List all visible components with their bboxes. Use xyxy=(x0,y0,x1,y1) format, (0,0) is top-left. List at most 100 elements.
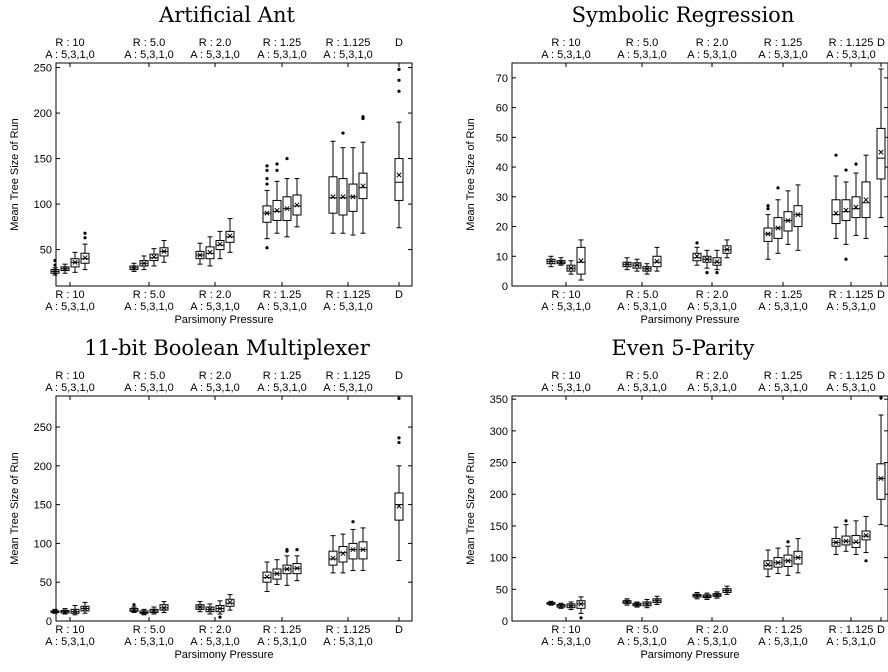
mean-marker xyxy=(294,565,300,571)
chart-title: 11-bit Boolean Multiplexer xyxy=(84,336,370,360)
group-label-r: R : 10 xyxy=(55,370,84,382)
group-label-a: A : 5,3,1,0 xyxy=(190,49,240,61)
outlier-point xyxy=(361,115,365,119)
mean-marker xyxy=(197,604,203,610)
box-plot xyxy=(652,246,662,272)
box xyxy=(793,205,803,228)
outlier-point xyxy=(83,231,87,235)
box-plot xyxy=(851,162,861,236)
mean-marker xyxy=(284,566,290,572)
box-plot xyxy=(149,606,159,615)
group-label-r: R : 5.0 xyxy=(626,370,658,382)
group-label-r: R : 1.25 xyxy=(764,37,803,49)
group-label-a: A : 5,3,1,0 xyxy=(124,301,174,313)
y-tick-label: 250 xyxy=(34,422,52,434)
box xyxy=(831,199,841,225)
group-label-a: A : 5,3,1,0 xyxy=(687,636,737,648)
box-plot xyxy=(348,520,358,572)
box-plot xyxy=(60,608,70,615)
box-plot xyxy=(394,67,404,229)
outlier-point xyxy=(265,168,269,173)
mean-marker xyxy=(833,210,839,216)
box-plot xyxy=(576,596,586,620)
outlier-point xyxy=(397,67,401,71)
outlier-point xyxy=(834,153,838,157)
group-label-a: A : 5,3,1,0 xyxy=(45,382,95,394)
mean-marker xyxy=(284,206,290,212)
y-tick-label: 0 xyxy=(46,616,52,628)
group-label-r: R : 10 xyxy=(551,37,580,49)
box xyxy=(262,205,272,223)
box-plot xyxy=(556,602,566,609)
mean-marker xyxy=(350,194,356,200)
mean-marker xyxy=(330,555,336,561)
mean-marker xyxy=(52,268,58,274)
outlier-point xyxy=(275,162,279,166)
box-plot xyxy=(139,255,149,271)
mean-marker xyxy=(578,258,584,264)
box-plot xyxy=(338,533,348,574)
mean-marker xyxy=(775,225,781,231)
box-plot xyxy=(861,515,871,563)
group-label-r: R : 2.0 xyxy=(696,370,728,382)
mean-marker xyxy=(340,550,346,557)
group-label-r: R : 1.25 xyxy=(764,370,803,382)
mean-marker xyxy=(131,265,137,271)
outlier-point xyxy=(275,168,279,173)
mean-marker xyxy=(161,605,167,611)
group-label-r: R : 1.125 xyxy=(326,289,371,301)
outlier-point xyxy=(695,241,699,245)
mean-marker xyxy=(82,606,88,612)
group-label-r: D xyxy=(877,370,885,382)
box-plot xyxy=(262,561,272,593)
box-plot xyxy=(763,204,773,260)
box-plot xyxy=(292,178,302,228)
box-plot xyxy=(632,601,642,608)
mean-marker xyxy=(227,233,233,239)
mean-marker xyxy=(52,609,58,615)
group-label-a: A : 5,3,1,0 xyxy=(758,49,808,61)
box-plot xyxy=(225,218,235,253)
outlier-point xyxy=(715,271,719,275)
x-axis-label: Parsimony Pressure xyxy=(640,649,739,661)
group-label-a: A : 5,3,1,0 xyxy=(758,382,808,394)
group-label-a: A : 5,3,1,0 xyxy=(323,382,373,394)
outlier-point xyxy=(844,257,848,261)
box-plot xyxy=(793,538,803,574)
mean-marker xyxy=(568,265,574,271)
group-label-r: R : 10 xyxy=(551,370,580,382)
outlier-point xyxy=(265,182,269,186)
mean-marker xyxy=(863,532,869,538)
group-label-r: R : 1.25 xyxy=(764,624,803,636)
box xyxy=(876,127,886,180)
mean-marker xyxy=(294,202,300,208)
box-plot xyxy=(348,147,358,236)
box-plot xyxy=(546,600,556,606)
box-plot xyxy=(712,249,722,275)
outlier-point xyxy=(397,396,401,400)
outlier-point xyxy=(766,204,770,208)
group-label-a: A : 5,3,1,0 xyxy=(541,301,591,313)
outlier-point xyxy=(285,156,289,161)
group-label-a: A : 5,3,1,0 xyxy=(687,301,737,313)
group-label-r: D xyxy=(395,289,403,301)
mean-marker xyxy=(72,259,78,265)
group-label-r: R : 10 xyxy=(55,624,84,636)
group-label-a: A : 5,3,1,0 xyxy=(190,382,240,394)
group-label-a: A : 5,3,1,0 xyxy=(45,49,95,61)
mean-marker xyxy=(62,609,68,615)
mean-marker xyxy=(207,606,213,612)
mean-marker xyxy=(644,266,650,272)
group-label-a: A : 5,3,1,0 xyxy=(541,49,591,61)
mean-marker xyxy=(227,599,233,605)
outlier-point xyxy=(265,164,269,168)
box-plot xyxy=(831,153,841,239)
group-label-r: R : 5.0 xyxy=(133,370,165,382)
mean-marker xyxy=(274,571,280,577)
box-plot xyxy=(80,601,90,614)
mean-marker xyxy=(624,599,630,605)
group-label-a: A : 5,3,1,0 xyxy=(826,49,876,61)
box-plot xyxy=(394,396,404,561)
y-axis-label: Mean Tree Size of Run xyxy=(465,118,477,231)
